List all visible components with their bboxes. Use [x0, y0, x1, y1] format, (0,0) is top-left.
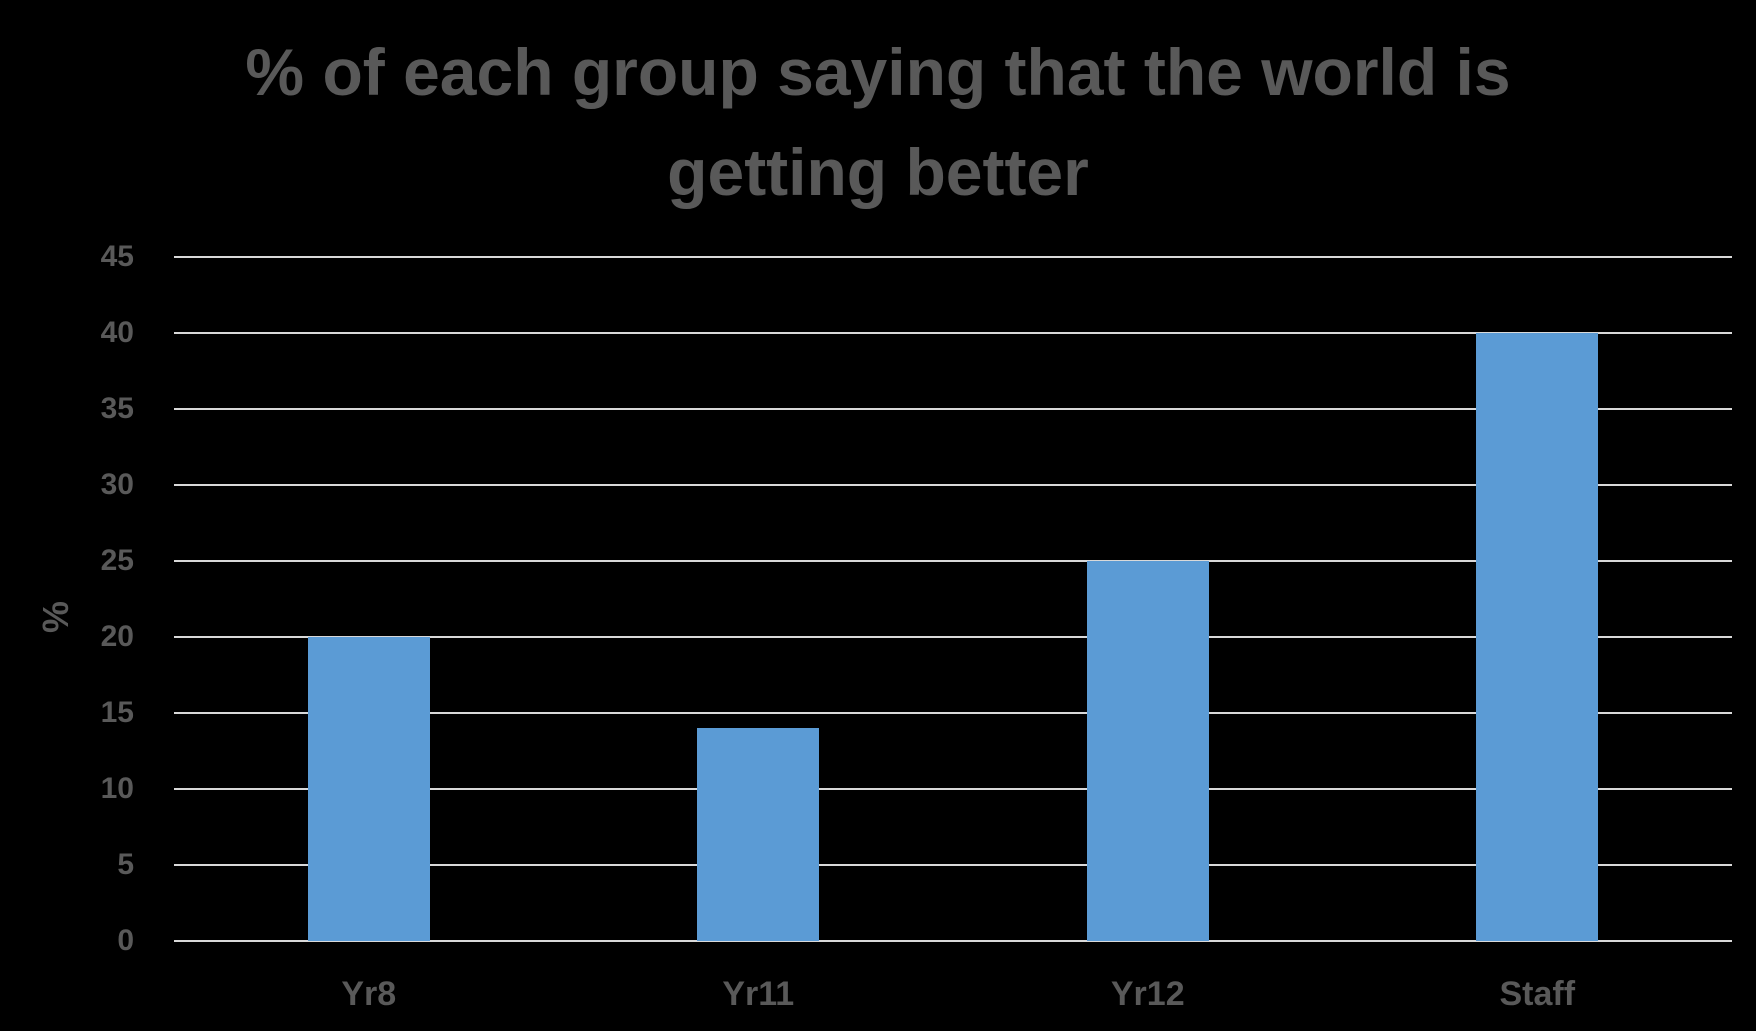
y-tick-label: 20 — [100, 620, 134, 653]
chart-title: % of each group saying that the world is… — [0, 22, 1756, 222]
gridline — [174, 256, 1732, 258]
x-tick-label: Yr8 — [341, 975, 397, 1013]
x-tick-label: Staff — [1499, 975, 1576, 1013]
gridline — [174, 560, 1732, 562]
y-tick-label: 10 — [100, 772, 134, 805]
gridline — [174, 636, 1732, 638]
bar-yr8 — [307, 637, 430, 941]
y-tick-label: 45 — [100, 240, 134, 273]
y-tick-label: 15 — [100, 696, 134, 729]
plot-area — [174, 256, 1732, 942]
bar-staff — [1476, 333, 1599, 941]
y-tick-label: 0 — [117, 924, 134, 957]
gridline — [174, 864, 1732, 866]
gridline — [174, 940, 1732, 942]
y-tick-label: 40 — [100, 316, 134, 349]
y-tick-label: 30 — [100, 468, 134, 501]
bar-yr11 — [697, 728, 820, 941]
gridline — [174, 712, 1732, 714]
chart-title-line-1: % of each group saying that the world is — [245, 35, 1511, 109]
gridline — [174, 788, 1732, 790]
gridline — [174, 484, 1732, 486]
x-tick-label: Yr11 — [722, 975, 795, 1013]
y-tick-label: 25 — [100, 544, 134, 577]
y-tick-label: 5 — [117, 848, 134, 881]
gridline — [174, 408, 1732, 410]
y-tick-label: 35 — [100, 392, 134, 425]
gridline — [174, 332, 1732, 334]
x-tick-label: Yr12 — [1110, 975, 1185, 1013]
chart-title-line-2: getting better — [667, 135, 1089, 209]
bar-yr12 — [1086, 561, 1209, 941]
